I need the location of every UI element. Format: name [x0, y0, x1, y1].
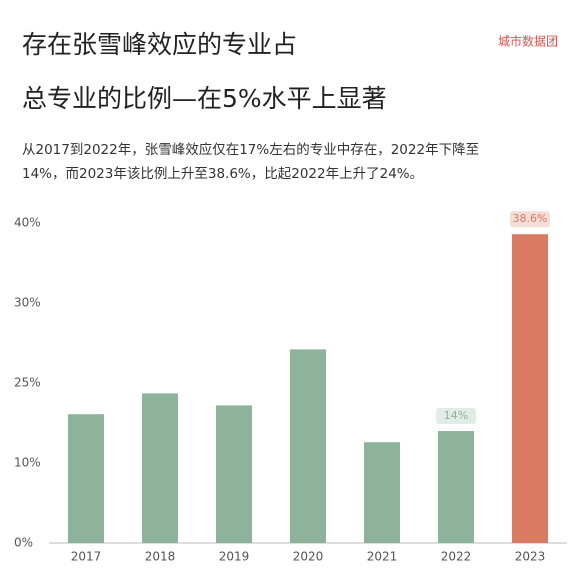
subtitle: 14%，而2023年该比例上升至38.6%，比起2022年上升了24%。 — [22, 166, 423, 182]
x-tick-label: 2023 — [515, 550, 546, 564]
bar — [142, 393, 178, 543]
y-tick-label: 10% — [14, 456, 41, 470]
x-tick-label: 2020 — [293, 550, 324, 564]
chart-title: 总专业的比例—在5%水平上显著 — [22, 84, 387, 113]
y-tick-label: 0% — [14, 536, 33, 550]
watermark: 城市数据团 — [498, 34, 558, 49]
bar — [364, 442, 400, 543]
value-label: 14% — [444, 409, 468, 422]
x-tick-label: 2018 — [145, 550, 176, 564]
subtitle: 从2017到2022年，张雪峰效应仅在17%左右的专业中存在，2022年下降至 — [22, 141, 479, 158]
bar — [68, 414, 104, 543]
x-tick-label: 2021 — [367, 550, 398, 564]
bar — [216, 405, 252, 543]
y-tick-label: 40% — [14, 216, 41, 230]
value-label: 38.6% — [513, 212, 548, 225]
value-label-bg — [436, 408, 476, 424]
x-tick-label: 2017 — [71, 550, 102, 564]
x-tick-label: 2022 — [441, 550, 472, 564]
value-label-bg — [510, 211, 550, 228]
y-tick-label: 30% — [14, 296, 41, 310]
x-tick-label: 2019 — [219, 550, 250, 564]
y-tick-label: 25% — [14, 376, 41, 390]
bar — [438, 431, 474, 543]
bar — [290, 349, 326, 543]
chart-title: 存在张雪峰效应的专业占 — [22, 30, 297, 59]
bar — [512, 234, 548, 543]
